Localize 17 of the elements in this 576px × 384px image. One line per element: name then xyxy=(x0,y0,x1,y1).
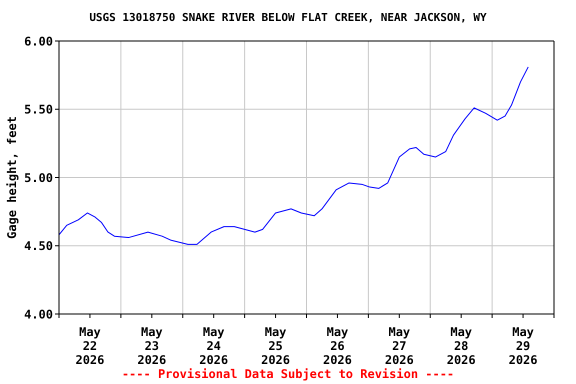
line-series xyxy=(59,66,529,245)
y-tick-label: 6.00 xyxy=(24,34,53,48)
text: ---- Provisional Data Subject to Revision ---- xyxy=(120,367,456,381)
x-tick-label: May 23 2026 xyxy=(137,325,166,367)
y-axis-title: Gage height, feet xyxy=(5,116,19,239)
y-tick-label: 5.50 xyxy=(24,102,53,117)
y-tick-label: 4.50 xyxy=(24,239,53,254)
y-tick-label: 5.00 xyxy=(24,170,53,185)
x-tick-label: May 22 2026 xyxy=(75,325,104,367)
x-tick-label: May 29 2026 xyxy=(508,325,538,367)
chart-title: USGS 13018750 SNAKE RIVER BELOW FLAT CREEK, NEAR JACKSON, WY xyxy=(88,11,488,24)
x-tick-label: May 28 2026 xyxy=(446,325,476,367)
x-tick-label: May 24 2026 xyxy=(199,325,228,367)
y-tick-label: 4.00 xyxy=(24,307,53,322)
x-tick-label: May 26 2026 xyxy=(322,325,352,367)
x-tick-label: May 27 2026 xyxy=(384,325,414,367)
x-tick-label: May 25 2026 xyxy=(261,325,290,367)
